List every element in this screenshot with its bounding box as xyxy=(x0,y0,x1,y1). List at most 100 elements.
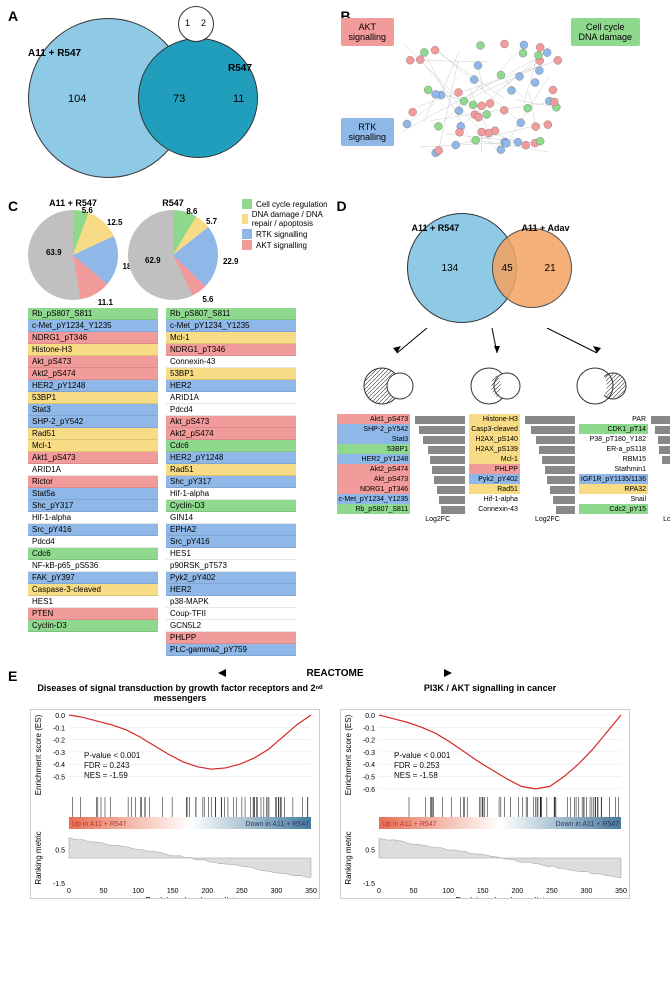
venn-arrows xyxy=(347,328,647,358)
svg-text:-0.2: -0.2 xyxy=(53,738,65,745)
protein-item: PHLPP xyxy=(166,632,296,644)
mini-venns xyxy=(337,366,657,406)
venn-a-small-l: 1 xyxy=(185,18,190,28)
protein-item: Cdc6 xyxy=(28,548,158,560)
svg-text:Ranking metric: Ranking metric xyxy=(34,831,43,884)
svg-text:300: 300 xyxy=(581,888,593,895)
svg-text:Rank in ordered gene list: Rank in ordered gene list xyxy=(146,896,236,899)
gsea-plot: Diseases of signal transduction by growt… xyxy=(30,683,330,901)
panel-a-label: A xyxy=(8,8,18,24)
protein-item: Pdcd4 xyxy=(28,536,158,548)
pie-legend: Cell cycle regulationDNA damage / DNA re… xyxy=(242,198,328,251)
svg-text:NES = -1.58: NES = -1.58 xyxy=(394,771,438,780)
protein-item: Shc_pY317 xyxy=(28,500,158,512)
protein-item: HER2_pY1248 xyxy=(28,380,158,392)
protein-list-1: Rb_pS807_S811c-Met_pY1234_Y1235NDRG1_pT3… xyxy=(28,308,158,656)
protein-item: Src_pY416 xyxy=(28,524,158,536)
svg-text:200: 200 xyxy=(511,888,523,895)
protein-item: Rad51 xyxy=(28,428,158,440)
protein-item: GIN14 xyxy=(166,512,296,524)
svg-text:Down in A11 + R547: Down in A11 + R547 xyxy=(246,821,310,828)
protein-item: HES1 xyxy=(28,596,158,608)
protein-item: HES1 xyxy=(166,548,296,560)
svg-text:Enrichment score (ES): Enrichment score (ES) xyxy=(34,714,43,795)
protein-item: Cdc6 xyxy=(166,440,296,452)
svg-text:150: 150 xyxy=(477,888,489,895)
venn-a-val-right: 11 xyxy=(233,93,244,105)
protein-item: c-Met_pY1234_Y1235 xyxy=(28,320,158,332)
protein-item: GCN5L2 xyxy=(166,620,296,632)
protein-item: Shc_pY317 xyxy=(166,476,296,488)
svg-text:-0.1: -0.1 xyxy=(53,725,65,732)
svg-text:-0.5: -0.5 xyxy=(363,775,375,782)
protein-item: PTEN xyxy=(28,608,158,620)
svg-text:-0.2: -0.2 xyxy=(363,738,375,745)
svg-text:0.5: 0.5 xyxy=(365,848,375,855)
svg-text:0.0: 0.0 xyxy=(55,713,65,720)
protein-item: Akt1_pS473 xyxy=(28,452,158,464)
protein-item: NDRG1_pT346 xyxy=(166,344,296,356)
protein-item: EPHA2 xyxy=(166,524,296,536)
venn-a: A11 A11 + R547 R547 104 73 11 1 2 xyxy=(28,8,308,178)
gsea-plot: PI3K / AKT signalling in cancerP-value <… xyxy=(340,683,640,901)
protein-item: Connexin-43 xyxy=(166,356,296,368)
venn-d-val-l: 134 xyxy=(442,263,459,274)
svg-text:-0.3: -0.3 xyxy=(363,750,375,757)
protein-item: Src_pY416 xyxy=(166,536,296,548)
venn-d: A11 + R547 A11 + Adav 134 45 21 xyxy=(397,208,597,328)
protein-item: c-Met_pY1234_Y1235 xyxy=(166,320,296,332)
svg-text:350: 350 xyxy=(615,888,627,895)
protein-item: Akt_pS473 xyxy=(166,416,296,428)
panel-c-label: C xyxy=(8,198,18,214)
protein-item: Mcl-1 xyxy=(28,440,158,452)
svg-text:Rank in ordered gene list: Rank in ordered gene list xyxy=(456,896,546,899)
venn-a-small-r: 2 xyxy=(201,18,206,28)
venn-d-right-title: A11 + Adav xyxy=(522,223,570,233)
protein-item: 53BP1 xyxy=(166,368,296,380)
svg-text:150: 150 xyxy=(167,888,179,895)
venn-a-left-title: A11 + R547 xyxy=(28,48,81,59)
protein-item: NF-kB-p65_pS536 xyxy=(28,560,158,572)
svg-text:-0.4: -0.4 xyxy=(363,762,375,769)
svg-text:-0.5: -0.5 xyxy=(53,775,65,782)
svg-text:50: 50 xyxy=(100,888,108,895)
protein-item: Caspase-3-cleaved xyxy=(28,584,158,596)
protein-item: Rictor xyxy=(28,476,158,488)
venn-a-right-title: R547 xyxy=(228,63,252,74)
protein-item: Rb_pS807_S811 xyxy=(28,308,158,320)
svg-text:-0.4: -0.4 xyxy=(53,762,65,769)
panel-d-label: D xyxy=(337,198,347,214)
protein-list-2: Rb_pS807_S811c-Met_pY1234_Y1235Mcl-1NDRG… xyxy=(166,308,296,656)
protein-item: PLC-gamma2_pY759 xyxy=(166,644,296,656)
svg-text:250: 250 xyxy=(546,888,558,895)
protein-item: Coup-TFII xyxy=(166,608,296,620)
svg-text:Ranking metric: Ranking metric xyxy=(344,831,353,884)
svg-text:NES = -1.59: NES = -1.59 xyxy=(84,771,128,780)
protein-item: Hif-1-alpha xyxy=(28,512,158,524)
protein-item: Akt_pS473 xyxy=(28,356,158,368)
protein-item: p90RSK_pT573 xyxy=(166,560,296,572)
protein-item: HER2 xyxy=(166,380,296,392)
protein-item: Histone-H3 xyxy=(28,344,158,356)
svg-text:-1.5: -1.5 xyxy=(363,881,375,888)
svg-text:-0.3: -0.3 xyxy=(53,750,65,757)
svg-text:200: 200 xyxy=(201,888,213,895)
svg-text:FDR = 0.243: FDR = 0.243 xyxy=(84,761,130,770)
svg-text:100: 100 xyxy=(442,888,454,895)
protein-item: 53BP1 xyxy=(28,392,158,404)
svg-text:P-value < 0.001: P-value < 0.001 xyxy=(84,751,141,760)
svg-text:350: 350 xyxy=(305,888,317,895)
svg-text:-0.6: -0.6 xyxy=(363,787,375,794)
protein-item: Stat5a xyxy=(28,488,158,500)
protein-item: Akt2_pS474 xyxy=(28,368,158,380)
venn-a-val-left: 104 xyxy=(68,93,86,105)
protein-item: HER2 xyxy=(166,584,296,596)
protein-item: Pyk2_pY402 xyxy=(166,572,296,584)
protein-item: Pdcd4 xyxy=(166,404,296,416)
svg-text:0: 0 xyxy=(67,888,71,895)
protein-item: Cyclin-D3 xyxy=(28,620,158,632)
svg-text:FDR = 0.253: FDR = 0.253 xyxy=(394,761,440,770)
protein-item: ARID1A xyxy=(166,392,296,404)
venn-d-left-title: A11 + R547 xyxy=(412,223,460,233)
protein-item: ARID1A xyxy=(28,464,158,476)
